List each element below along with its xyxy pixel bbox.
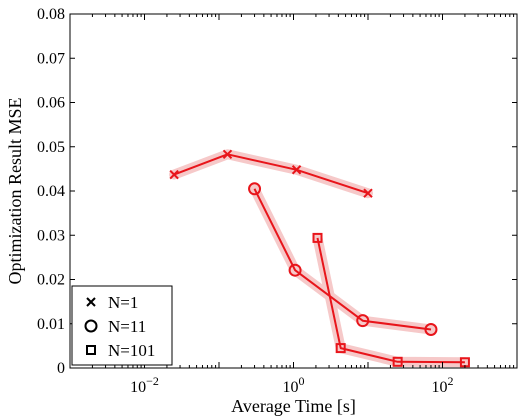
y-tick-label: 0.01 — [37, 316, 65, 333]
y-tick-label: 0.02 — [37, 272, 65, 289]
data-point-n-1 — [169, 169, 179, 180]
line-layer — [173, 153, 465, 364]
y-tick-label: 0.06 — [37, 95, 65, 112]
x-tick-label: 10−2 — [130, 374, 159, 396]
x-axis-title: Average Time [s] — [231, 396, 356, 416]
data-point-n-1 — [222, 149, 233, 159]
legend-marker-n-101 — [86, 345, 96, 355]
y-tick-label: 0 — [57, 360, 65, 377]
data-point-n-11 — [248, 182, 262, 196]
y-tick-layer: 0 0.01 0.02 0.03 0.04 0.05 0.06 0.07 0.08 — [37, 6, 517, 377]
y-axis-title: Optimization Result MSE — [5, 97, 25, 284]
y-tick-label: 0.07 — [37, 50, 65, 67]
legend-item-n-11: N=11 — [84, 317, 146, 336]
data-point-n-101 — [392, 356, 403, 367]
y-tick-label: 0.05 — [37, 139, 65, 156]
legend-label-n-101: N=101 — [108, 341, 155, 360]
y-tick-label: 0.08 — [37, 6, 65, 23]
legend: N=1 N=11 N=101 — [71, 285, 173, 366]
legend-item-n-101: N=101 — [86, 341, 155, 360]
series-line-n-1 — [173, 153, 369, 195]
legend-marker-n-1 — [86, 297, 96, 307]
data-point-n-11 — [356, 314, 370, 328]
y-tick-label: 0.03 — [37, 227, 65, 244]
x-tick-label: 102 — [432, 374, 454, 396]
legend-item-n-1: N=1 — [86, 293, 138, 312]
data-point-n-1 — [291, 165, 302, 175]
legend-label-n-11: N=11 — [108, 317, 146, 336]
band-n-11 — [249, 183, 436, 335]
series-line-n-101 — [316, 237, 465, 364]
data-point-n-11 — [288, 263, 302, 277]
data-point-n-101 — [335, 343, 346, 354]
data-point-n-1 — [363, 188, 373, 198]
data-point-n-11 — [424, 323, 438, 337]
marker-layer — [169, 149, 470, 368]
legend-marker-n-11 — [84, 319, 98, 333]
data-point-n-101 — [312, 232, 323, 243]
band-layer — [169, 149, 470, 368]
legend-label-n-1: N=1 — [108, 293, 138, 312]
y-tick-label: 0.04 — [37, 183, 65, 200]
band-n-1 — [169, 149, 373, 199]
x-tick-label: 100 — [283, 374, 305, 396]
